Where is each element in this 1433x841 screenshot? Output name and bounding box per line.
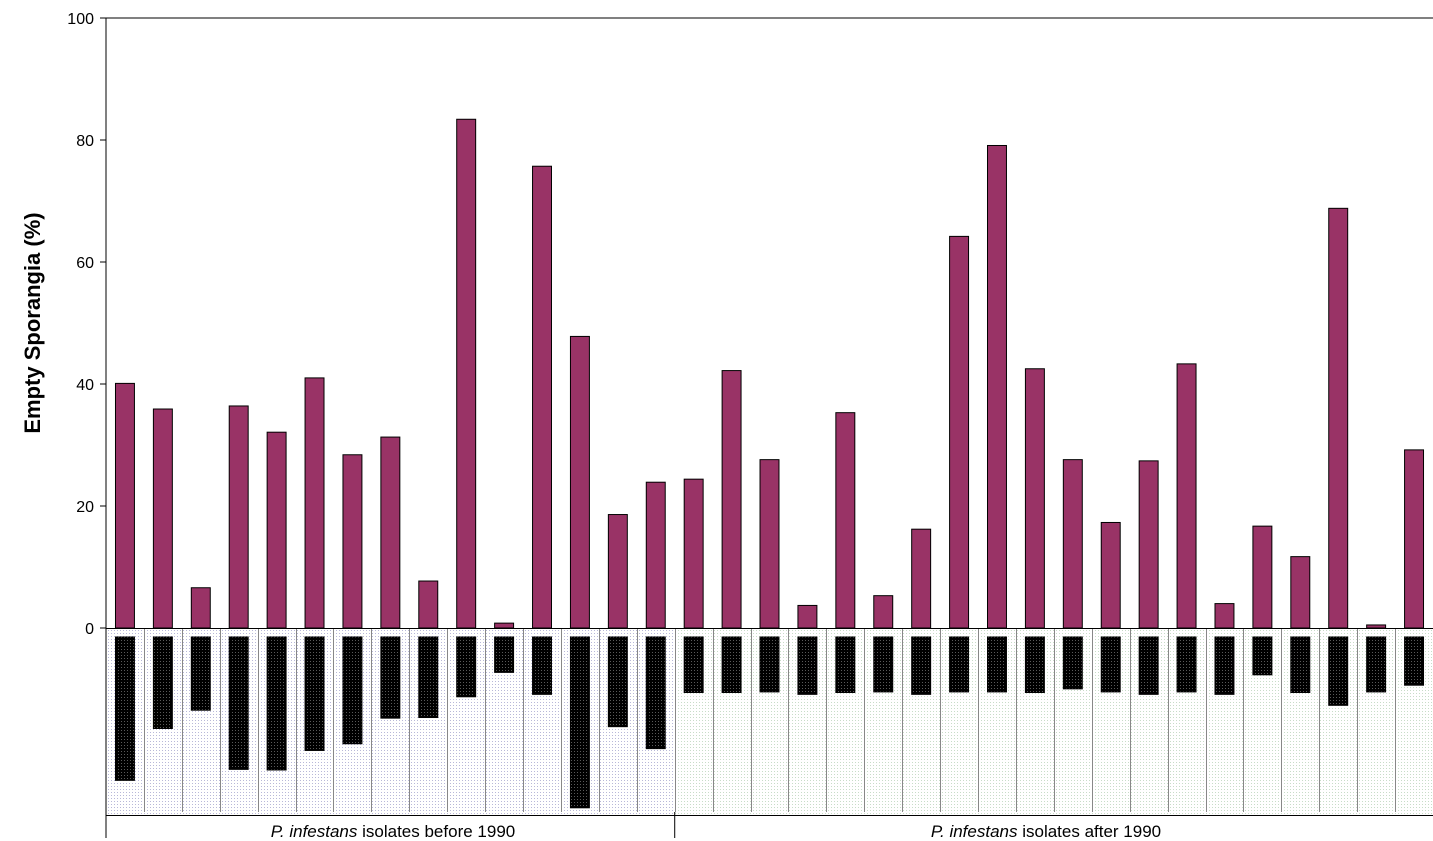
empty-sporangia-bar: [569, 335, 590, 629]
y-tick-label: 100: [67, 11, 94, 28]
lower-series-bar: [494, 636, 515, 673]
empty-sporangia-bar: [456, 118, 477, 629]
lower-series-bar: [418, 636, 439, 719]
empty-sporangia-bar: [835, 412, 856, 629]
y-tick-label: 40: [76, 377, 94, 394]
empty-sporangia-bar: [494, 622, 515, 629]
empty-sporangia-bar: [1138, 460, 1159, 629]
empty-sporangia-bar: [380, 436, 401, 629]
empty-sporangia-bar: [1290, 556, 1311, 629]
lower-series-bar: [114, 636, 135, 781]
lower-series-bar: [1366, 636, 1387, 693]
group-label-after-1990: P. infestans isolates after 1990: [931, 822, 1161, 841]
lower-series-bar: [759, 636, 780, 693]
y-tick-label: 80: [76, 133, 94, 150]
empty-sporangia-bar: [304, 377, 325, 629]
empty-sporangia-bar: [683, 478, 704, 629]
empty-sporangia-bar: [532, 165, 552, 629]
empty-sporangia-bar: [1100, 521, 1121, 629]
empty-sporangia-bar: [228, 405, 249, 629]
empty-sporangia-bar: [1176, 363, 1197, 629]
lower-series-bar: [873, 636, 894, 693]
empty-sporangia-bar: [190, 587, 211, 629]
lower-series-bar: [1404, 636, 1425, 686]
lower-series-bar: [1214, 636, 1235, 695]
lower-series-bar: [1252, 636, 1273, 676]
lower-series-bar: [683, 636, 704, 694]
y-tick-label: 0: [85, 621, 94, 638]
category-divider-layer: [144, 628, 1396, 812]
group-label-before-1990: P. infestans isolates before 1990: [271, 822, 515, 841]
lower-series-bar: [152, 636, 173, 729]
lower-series-bar: [266, 636, 287, 771]
lower-series-bar: [949, 636, 970, 693]
y-tick-label: 20: [76, 499, 94, 516]
lower-series-bar: [645, 636, 666, 750]
bar-layer: [114, 118, 1425, 809]
lower-series-bar: [456, 636, 477, 698]
axis-layer: 0 20 40 60 80 100: [67, 11, 1433, 838]
empty-sporangia-bar: [721, 370, 742, 629]
lower-series-bar: [721, 636, 742, 694]
empty-sporangia-bar: [266, 431, 287, 629]
y-axis-label: Empty Sporangia (%): [20, 212, 45, 433]
lower-series-bar: [569, 636, 590, 809]
empty-sporangia-bar: [759, 459, 780, 629]
lower-series-bar: [1290, 636, 1311, 694]
empty-sporangia-bar: [1214, 603, 1235, 629]
empty-sporangia-bar: [1252, 525, 1273, 629]
lower-series-bar: [1062, 636, 1083, 690]
empty-sporangia-bar: [1328, 207, 1349, 629]
lower-series-bar: [797, 636, 818, 695]
empty-sporangia-bar: [152, 408, 173, 629]
lower-series-bar: [342, 636, 363, 745]
lower-series-bar: [1328, 636, 1349, 706]
lower-series-bar: [380, 636, 401, 719]
empty-sporangia-bar: [645, 481, 666, 629]
empty-sporangia-bar: [418, 580, 439, 629]
lower-series-bar: [304, 636, 325, 751]
empty-sporangia-bar: [114, 382, 135, 629]
lower-series-bar: [1176, 636, 1197, 693]
empty-sporangia-bar: [911, 528, 932, 629]
y-tick-label: 60: [76, 255, 94, 272]
lower-series-bar: [1138, 636, 1159, 695]
lower-series-bar: [987, 636, 1007, 693]
empty-sporangia-bar: [949, 235, 970, 629]
lower-series-bar: [532, 636, 552, 695]
lower-series-bar: [1024, 636, 1045, 694]
empty-sporangia-bar: [1404, 449, 1425, 629]
lower-series-bar: [835, 636, 856, 694]
lower-series-bar: [190, 636, 211, 711]
empty-sporangia-bar: [342, 454, 363, 629]
empty-sporangia-bar: [987, 144, 1007, 629]
lower-series-bar: [607, 636, 628, 728]
empty-sporangia-bar: [1024, 368, 1045, 629]
lower-series-bar: [228, 636, 249, 770]
empty-sporangia-bar: [797, 604, 818, 629]
empty-sporangia-bar: [1366, 624, 1387, 629]
lower-series-bar: [911, 636, 932, 695]
empty-sporangia-bar: [1062, 459, 1083, 629]
lower-series-bar: [1100, 636, 1121, 693]
empty-sporangia-bar: [873, 595, 894, 629]
empty-sporangia-bar: [607, 514, 628, 629]
